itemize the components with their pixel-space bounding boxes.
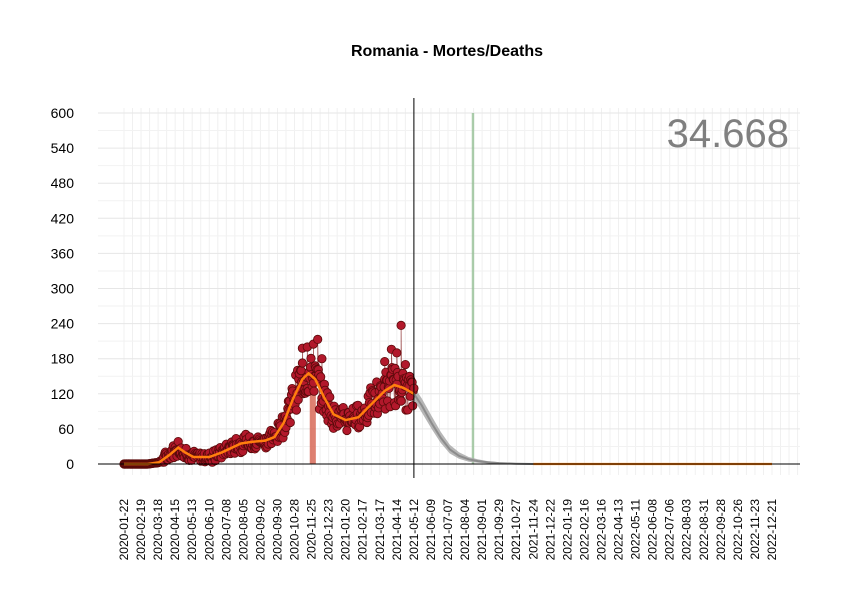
x-tick-label: 2022-05-11 <box>629 499 643 560</box>
data-point <box>306 353 316 363</box>
x-tick-label: 2020-12-23 <box>322 499 336 561</box>
x-tick-label: 2022-01-19 <box>560 499 574 561</box>
x-tick-label: 2021-11-24 <box>526 499 540 560</box>
x-tick-label: 2022-07-06 <box>663 499 677 561</box>
x-tick-label: 2022-12-21 <box>765 499 779 561</box>
x-tick-label: 2022-11-23 <box>748 499 762 560</box>
projection-band-group <box>413 386 534 464</box>
marker-bar <box>471 113 475 464</box>
observed-trend-line <box>124 371 415 466</box>
x-tick-label: 2021-12-22 <box>543 499 557 561</box>
x-tick-label: 2021-02-17 <box>356 499 370 561</box>
x-tick-label: 2020-04-15 <box>168 499 182 561</box>
x-tick-label: 2021-09-01 <box>475 499 489 561</box>
x-tick-label: 2021-09-29 <box>492 499 506 561</box>
x-axis-ticks: 2020-01-22 2020-02-19 2020-03-18 2020-04-15… <box>117 499 779 561</box>
y-axis-ticks: 0 60 120 180 240 300 360 420 480 540 600 <box>51 105 75 472</box>
y-tick-label: 180 <box>51 351 75 367</box>
projection-band <box>413 386 534 464</box>
chart-title: Romania - Mortes/Deaths <box>351 43 543 60</box>
y-tick-label: 600 <box>51 105 75 121</box>
x-tick-label: 2021-07-07 <box>441 499 455 561</box>
x-tick-label: 2020-06-10 <box>202 499 216 561</box>
data-point <box>291 405 301 415</box>
data-point <box>396 396 406 406</box>
y-tick-label: 360 <box>51 245 75 261</box>
y-tick-label: 420 <box>51 210 75 226</box>
x-tick-label: 2022-04-13 <box>612 499 626 561</box>
total-deaths-label: 34.668 <box>667 112 789 156</box>
grid <box>98 108 800 475</box>
x-tick-label: 2022-03-16 <box>595 499 609 561</box>
y-tick-label: 540 <box>51 140 75 156</box>
data-point <box>392 348 402 358</box>
x-tick-label: 2020-07-08 <box>219 499 233 561</box>
y-tick-label: 300 <box>51 281 75 297</box>
x-tick-label: 2021-05-12 <box>407 499 421 561</box>
x-tick-label: 2021-04-14 <box>390 499 404 561</box>
x-tick-label: 2022-02-16 <box>577 499 591 561</box>
x-tick-label: 2021-01-20 <box>339 499 353 561</box>
x-tick-label: 2020-05-13 <box>185 499 199 561</box>
x-tick-label: 2021-06-09 <box>424 499 438 561</box>
y-tick-label: 240 <box>51 316 75 332</box>
data-point <box>317 354 327 364</box>
data-point <box>297 358 307 368</box>
x-tick-label: 2020-10-28 <box>288 499 302 561</box>
x-tick-label: 2021-08-04 <box>458 499 472 561</box>
y-tick-label: 0 <box>66 456 74 472</box>
data-point <box>285 417 295 428</box>
highlight-bars <box>309 113 475 464</box>
data-point <box>396 320 406 330</box>
data-point <box>400 359 410 370</box>
data-point <box>313 334 323 344</box>
data-point <box>380 356 390 367</box>
data-point <box>309 386 319 396</box>
y-tick-label: 60 <box>58 421 74 437</box>
x-tick-label: 2020-11-25 <box>305 499 319 560</box>
x-tick-label: 2020-08-05 <box>236 499 250 561</box>
x-tick-label: 2022-10-26 <box>731 499 745 561</box>
x-tick-label: 2022-08-03 <box>680 499 694 561</box>
x-tick-label: 2022-06-08 <box>646 499 660 561</box>
x-tick-label: 2022-09-28 <box>714 499 728 561</box>
peak-bar <box>309 392 316 464</box>
x-tick-label: 2020-01-22 <box>117 499 131 561</box>
x-tick-label: 2021-10-27 <box>509 499 523 561</box>
y-tick-label: 480 <box>51 175 75 191</box>
data-point <box>408 401 418 411</box>
axes <box>98 98 800 478</box>
x-tick-label: 2020-03-18 <box>151 499 165 561</box>
x-tick-label: 2022-08-31 <box>697 499 711 561</box>
y-tick-label: 120 <box>51 386 75 402</box>
x-tick-label: 2020-02-19 <box>134 499 148 561</box>
data-point <box>342 425 352 436</box>
x-tick-label: 2021-03-17 <box>373 499 387 561</box>
x-tick-label: 2020-09-30 <box>271 499 285 561</box>
x-tick-label: 2020-09-02 <box>253 499 267 561</box>
